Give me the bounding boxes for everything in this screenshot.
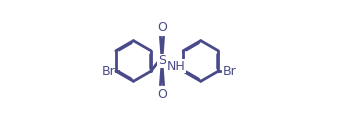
Text: O: O — [157, 88, 167, 101]
Text: O: O — [157, 21, 167, 34]
Text: NH: NH — [167, 60, 185, 73]
Text: Br: Br — [223, 65, 236, 78]
Text: S: S — [158, 54, 166, 67]
Text: Br: Br — [101, 65, 115, 78]
